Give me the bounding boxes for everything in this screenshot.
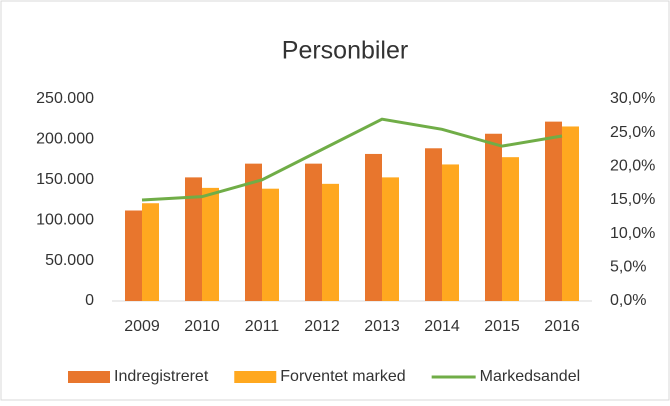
- x-tick-label: 2012: [304, 318, 340, 335]
- y-tick-label: 100.000: [36, 211, 94, 228]
- bar: [442, 164, 459, 301]
- y-tick-label: 50.000: [45, 252, 94, 269]
- x-tick-label: 2015: [484, 318, 520, 335]
- y2-tick-label: 0,0%: [610, 292, 646, 309]
- chart-title: Personbiler: [282, 37, 408, 65]
- bar: [425, 148, 442, 301]
- bar: [305, 163, 322, 301]
- legend-label: Indregistreret: [114, 368, 209, 385]
- y-tick-label: 150.000: [36, 171, 94, 188]
- bar: [485, 133, 502, 301]
- legend-swatch: [234, 371, 277, 383]
- bar: [562, 126, 579, 301]
- line: [141, 117, 563, 202]
- legend-swatch: [68, 371, 110, 383]
- y2-tick-label: 15,0%: [610, 191, 655, 208]
- bar: [125, 210, 142, 301]
- y2-tick-label: 5,0%: [610, 259, 646, 276]
- bar: [365, 153, 382, 301]
- bar: [202, 187, 219, 301]
- y-tick-label: 200.000: [36, 131, 94, 148]
- x-tick-label: 2011: [245, 318, 280, 335]
- y-tick-label: 0: [85, 292, 94, 309]
- bar: [262, 188, 279, 301]
- legend-label: Forventet marked: [280, 368, 405, 385]
- x-tick-label: 2014: [424, 318, 460, 335]
- x-tick-label: 2016: [544, 318, 580, 335]
- y2-tick-label: 25,0%: [610, 124, 655, 141]
- bar: [185, 177, 202, 301]
- x-tick-label: 2013: [364, 318, 400, 335]
- bar: [142, 203, 159, 301]
- bar: [382, 177, 399, 301]
- bar: [322, 183, 339, 301]
- x-tick-label: 2009: [124, 318, 160, 335]
- y2-tick-label: 20,0%: [610, 158, 655, 175]
- bar: [245, 163, 262, 301]
- bar: [545, 121, 562, 302]
- x-tick-label: 2010: [184, 318, 220, 335]
- y2-tick-label: 10,0%: [610, 225, 655, 242]
- y-tick-label: 250.000: [36, 90, 94, 107]
- y2-tick-label: 30,0%: [610, 90, 655, 107]
- bar: [502, 157, 519, 301]
- legend-label: Markedsandel: [480, 368, 581, 385]
